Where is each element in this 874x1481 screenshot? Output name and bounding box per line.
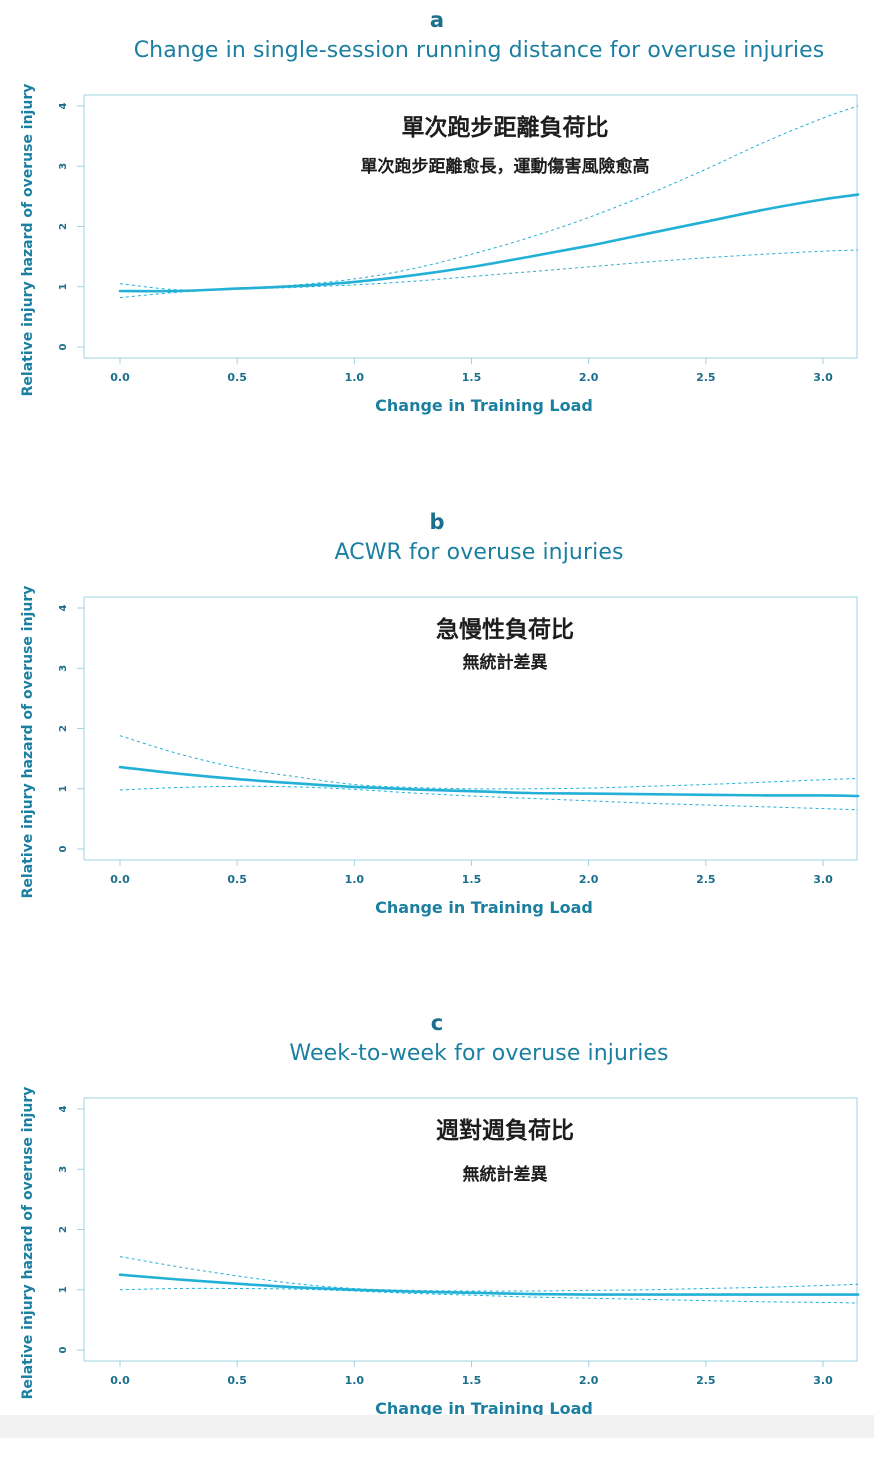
y-tick-label: 0 xyxy=(58,845,69,852)
y-tick-label: 2 xyxy=(58,725,69,732)
panel-letter: c xyxy=(430,1011,444,1035)
x-tick-label: 3.0 xyxy=(813,873,833,886)
y-tick-label: 0 xyxy=(58,1346,69,1353)
x-tick-label: 0.5 xyxy=(227,1374,247,1387)
series-estimate-line xyxy=(118,193,860,293)
panel-b: b ACWR for overuse injuries 0 1 2 3 4 0.0 0.5 1… xyxy=(0,502,874,980)
x-tick-label: 0.5 xyxy=(227,371,247,384)
plot-area: 0 1 2 3 4 0.0 0.5 1.0 1.5 2.0 2.5 3.0 xyxy=(58,1097,860,1387)
plot-area: 0 1 2 3 4 0.0 0.5 1.0 1.5 2.0 2.5 3.0 xyxy=(58,94,860,384)
panel-c: c Week-to-week for overuse injuries 0 1 2 3… xyxy=(0,1003,874,1481)
x-tick-label: 2.5 xyxy=(696,371,716,384)
x-axis-label: Change in Training Load xyxy=(375,898,593,917)
series-ci-lower-line xyxy=(119,785,859,811)
y-tick-label: 0 xyxy=(58,343,69,350)
x-tick-label: 3.0 xyxy=(813,1374,833,1387)
bottom-band xyxy=(0,1415,874,1438)
panel-a: a Change in single-session running dista… xyxy=(0,0,874,478)
annotation-subtitle: 無統計差異 xyxy=(462,653,548,673)
x-tick-label: 0.0 xyxy=(110,873,130,886)
plot-area: 0 1 2 3 4 0.0 0.5 1.0 1.5 2.0 2.5 3.0 xyxy=(58,596,860,886)
y-tick-label: 1 xyxy=(58,283,69,290)
annotation-title: 週對週負荷比 xyxy=(436,1118,574,1144)
x-axis-label: Change in Training Load xyxy=(375,1399,593,1418)
annotation-subtitle: 無統計差異 xyxy=(462,1165,548,1185)
figure: a Change in single-session running dista… xyxy=(0,0,874,1438)
x-tick-label: 1.0 xyxy=(345,371,365,384)
annotation-title: 單次跑步距離負荷比 xyxy=(401,115,609,141)
series-ci-lower-line xyxy=(119,249,859,299)
x-tick-label: 1.5 xyxy=(462,873,482,886)
series-ci-upper-line xyxy=(119,735,859,790)
x-tick-label: 2.0 xyxy=(579,1374,599,1387)
plot-frame xyxy=(84,1097,858,1362)
x-tick-label: 1.0 xyxy=(345,1374,365,1387)
y-tick-label: 2 xyxy=(58,223,69,230)
x-tick-label: 0.0 xyxy=(110,1374,130,1387)
x-tick-label: 2.5 xyxy=(696,1374,716,1387)
y-axis-label: Relative injury hazard of overuse injury xyxy=(20,83,36,397)
x-tick-label: 0.5 xyxy=(227,873,247,886)
panel-letter: a xyxy=(429,8,445,32)
series-estimate-line xyxy=(118,1273,860,1296)
y-tick-label: 4 xyxy=(58,604,69,611)
x-tick-label: 2.0 xyxy=(579,371,599,384)
plot-frame xyxy=(84,596,858,861)
y-tick-label: 2 xyxy=(58,1226,69,1233)
panel-title: Week-to-week for overuse injuries xyxy=(289,1041,669,1066)
x-tick-label: 1.5 xyxy=(462,1374,482,1387)
x-axis-label: Change in Training Load xyxy=(375,396,593,415)
x-tick-label: 1.0 xyxy=(345,873,365,886)
series-estimate-line xyxy=(118,765,860,798)
series-ci-lower-line xyxy=(119,1287,859,1304)
y-tick-label: 3 xyxy=(58,163,69,170)
x-tick-label: 0.0 xyxy=(110,371,130,384)
y-axis-label: Relative injury hazard of overuse injury xyxy=(20,585,36,899)
series-ci-upper-line xyxy=(119,1256,859,1292)
panel-title: Change in single-session running distanc… xyxy=(133,38,825,63)
annotation-title: 急慢性負荷比 xyxy=(436,617,574,643)
x-tick-label: 3.0 xyxy=(813,371,833,384)
y-tick-label: 3 xyxy=(58,665,69,672)
panel-letter: b xyxy=(429,510,445,534)
y-tick-label: 1 xyxy=(58,1286,69,1293)
annotation-subtitle: 單次跑步距離愈長，運動傷害風險愈高 xyxy=(360,157,650,177)
y-axis-label: Relative injury hazard of overuse injury xyxy=(20,1086,36,1400)
y-tick-label: 4 xyxy=(58,1105,69,1112)
x-tick-label: 2.0 xyxy=(579,873,599,886)
y-tick-label: 3 xyxy=(58,1166,69,1173)
y-tick-label: 4 xyxy=(58,102,69,109)
panel-title: ACWR for overuse injuries xyxy=(334,540,624,565)
y-tick-label: 1 xyxy=(58,785,69,792)
plot-frame xyxy=(84,94,858,359)
x-tick-label: 2.5 xyxy=(696,873,716,886)
x-tick-label: 1.5 xyxy=(462,371,482,384)
